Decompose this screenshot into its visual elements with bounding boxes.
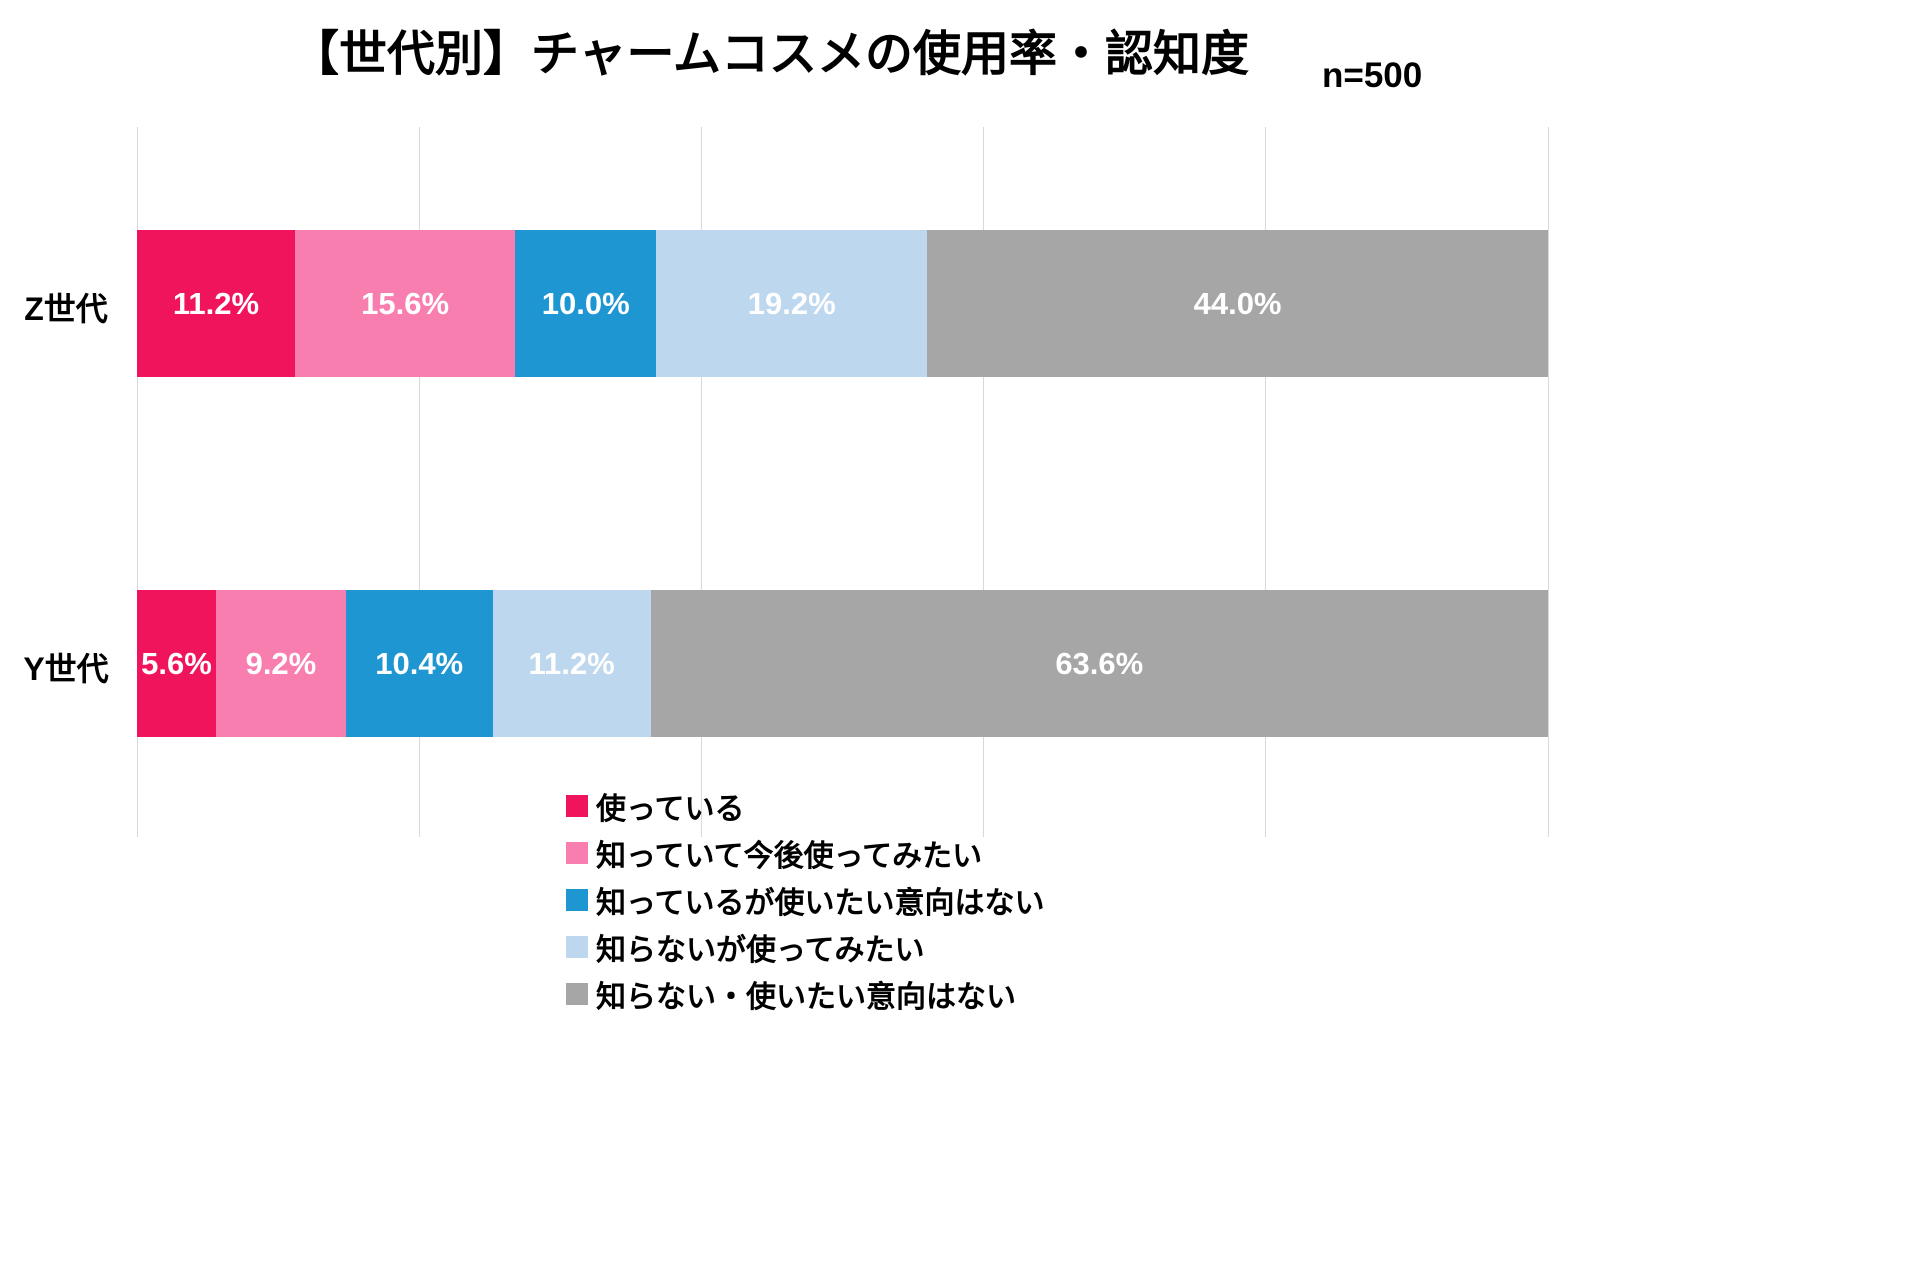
legend-item: 使っている	[566, 782, 1045, 829]
legend-item: 知らないが使ってみたい	[566, 923, 1045, 970]
bar-segment: 63.6%	[650, 590, 1548, 737]
segment-value-label: 44.0%	[1193, 285, 1282, 321]
bar-segment: 15.6%	[295, 230, 516, 377]
legend-swatch-icon	[566, 794, 588, 817]
legend-label: 知らないが使ってみたい	[596, 933, 925, 967]
gridline	[700, 127, 702, 837]
chart-title: 【世代別】チャームコスメの使用率・認知度	[290, 28, 1250, 81]
segment-value-label: 15.6%	[361, 285, 450, 321]
legend-item: 知っているが使いたい意向はない	[566, 876, 1045, 923]
gridline	[983, 127, 985, 837]
segment-value-label: 11.2%	[172, 285, 260, 321]
gridline	[1265, 127, 1267, 837]
legend-swatch-icon	[566, 935, 588, 958]
chart-plot-area: 11.2% 15.6% 10.0% 19.2% 44.0% 5.6% 9.2% 10.4% 11…	[136, 127, 1549, 837]
segment-value-label: 10.0%	[541, 285, 630, 321]
bar-segment: 11.2%	[137, 230, 296, 377]
bar-segment: 19.2%	[656, 230, 928, 377]
segment-value-label: 9.2%	[245, 645, 317, 681]
legend-label: 知らない・使いたい意向はない	[596, 980, 1016, 1014]
segment-value-label: 5.6%	[141, 645, 212, 681]
gridline	[418, 127, 420, 837]
bar-row-Z世代: 11.2% 15.6% 10.0% 19.2% 44.0%	[137, 230, 1548, 377]
legend-item: 知らない・使いたい意向はない	[566, 970, 1045, 1017]
category-label-Y世代: Y世代	[23, 650, 109, 687]
bar-segment: 10.4%	[345, 590, 493, 737]
bar-segment: 10.0%	[515, 230, 657, 377]
legend-label: 知っていて今後使ってみたい	[596, 839, 983, 873]
legend-label: 使っている	[596, 792, 745, 826]
chart-legend: 使っている知っていて今後使ってみたい知っているが使いたい意向はない 知らないが使っ…	[566, 782, 1045, 1017]
bar-segment: 5.6%	[137, 590, 217, 737]
bar-row-Y世代: 5.6% 9.2% 10.4% 11.2% 63.6%	[137, 590, 1548, 737]
segment-value-label: 10.4%	[375, 645, 464, 681]
legend-swatch-icon	[566, 982, 588, 1005]
segment-value-label: 19.2%	[747, 285, 836, 321]
gridline	[1547, 127, 1549, 837]
bar-segment: 9.2%	[216, 590, 346, 737]
segment-value-label: 63.6%	[1055, 645, 1144, 681]
sample-size-label: n=500	[1322, 56, 1423, 95]
segment-value-label: 11.2%	[528, 645, 615, 681]
legend-swatch-icon	[566, 888, 588, 911]
legend-swatch-icon	[566, 841, 588, 864]
bar-segment: 44.0%	[927, 230, 1548, 377]
legend-label: 知っているが使いたい意向はない	[596, 886, 1045, 920]
gridline	[136, 127, 138, 837]
bar-segment: 11.2%	[492, 590, 651, 737]
category-label-Z世代: Z世代	[24, 290, 108, 327]
legend-item: 知っていて今後使ってみたい	[566, 829, 1045, 876]
